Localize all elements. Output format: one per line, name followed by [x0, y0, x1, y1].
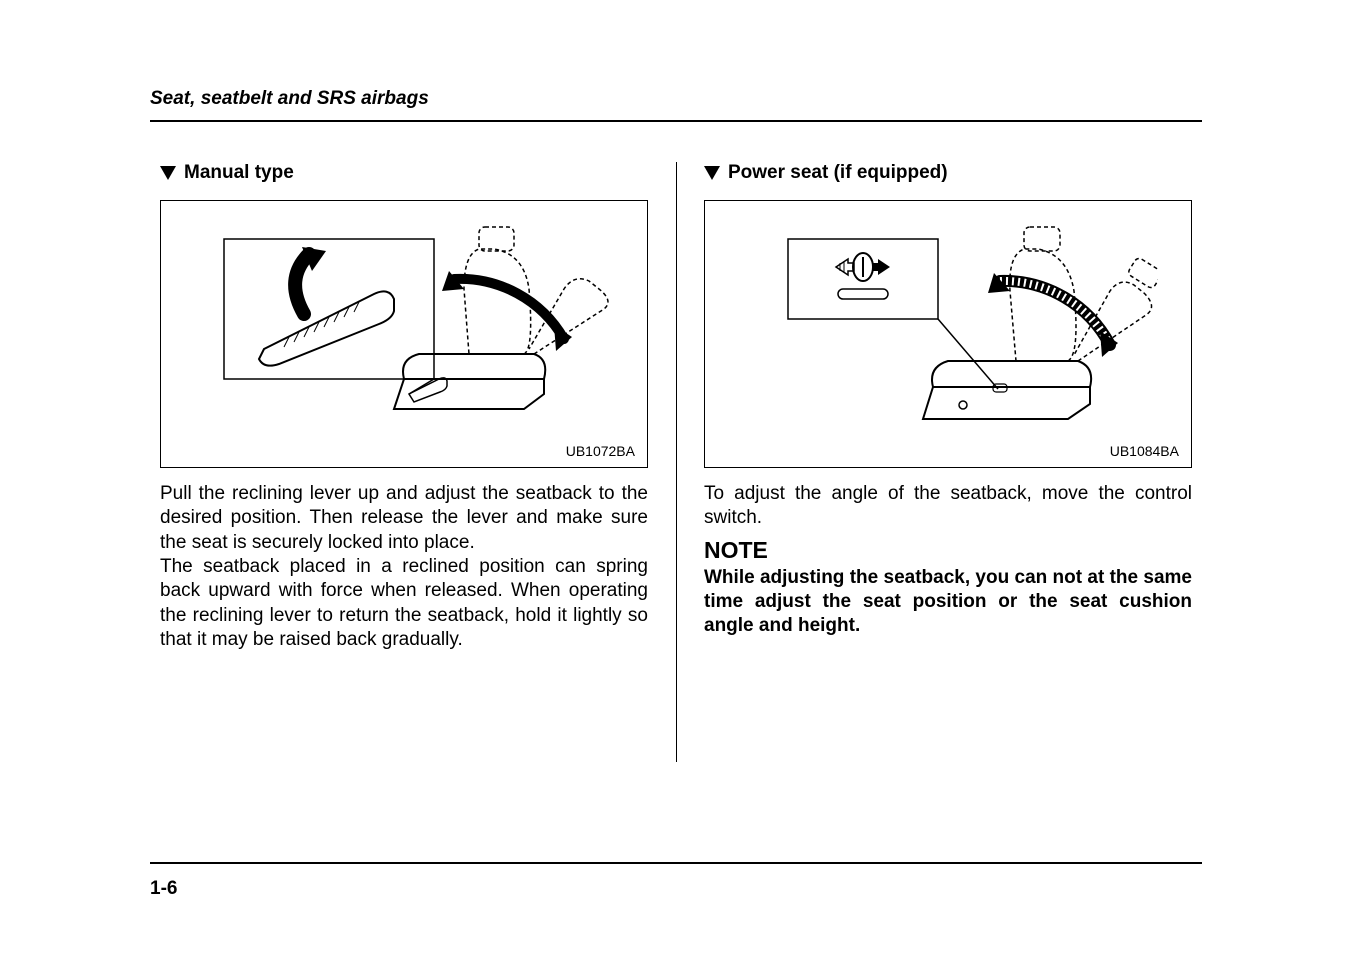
left-column: Manual type: [150, 162, 676, 652]
section-title: Seat, seatbelt and SRS airbags: [150, 88, 429, 109]
left-figure: UB1072BA: [160, 200, 648, 468]
note-body: While adjusting the seatback, you can no…: [704, 566, 1192, 639]
triangle-marker-icon: [704, 166, 720, 180]
left-para-1: Pull the reclining lever up and adjust t…: [160, 482, 648, 555]
right-figure-id: UB1084BA: [1110, 443, 1179, 459]
left-subhead: Manual type: [160, 162, 648, 184]
right-body: To adjust the angle of the seatback, mov…: [704, 482, 1192, 531]
page: Seat, seatbelt and SRS airbags Manual ty…: [0, 0, 1352, 954]
right-subhead-text: Power seat (if equipped): [728, 162, 948, 184]
column-divider: [676, 162, 677, 762]
left-subhead-text: Manual type: [184, 162, 294, 184]
left-figure-id: UB1072BA: [566, 443, 635, 459]
page-footer: 1-6: [150, 862, 1202, 900]
left-body: Pull the reclining lever up and adjust t…: [160, 482, 648, 652]
left-para-2: The seatback placed in a reclined positi…: [160, 555, 648, 652]
right-column: Power seat (if equipped): [676, 162, 1202, 652]
right-figure: UB1084BA: [704, 200, 1192, 468]
right-subhead: Power seat (if equipped): [704, 162, 1192, 184]
right-para-1: To adjust the angle of the seatback, mov…: [704, 482, 1192, 531]
power-seat-illustration: [738, 219, 1158, 449]
section-header: Seat, seatbelt and SRS airbags: [150, 88, 1202, 122]
note-heading: NOTE: [704, 537, 1192, 564]
triangle-marker-icon: [160, 166, 176, 180]
two-column-layout: Manual type: [150, 162, 1202, 652]
page-number: 1-6: [150, 878, 177, 899]
manual-seat-illustration: [194, 219, 614, 449]
